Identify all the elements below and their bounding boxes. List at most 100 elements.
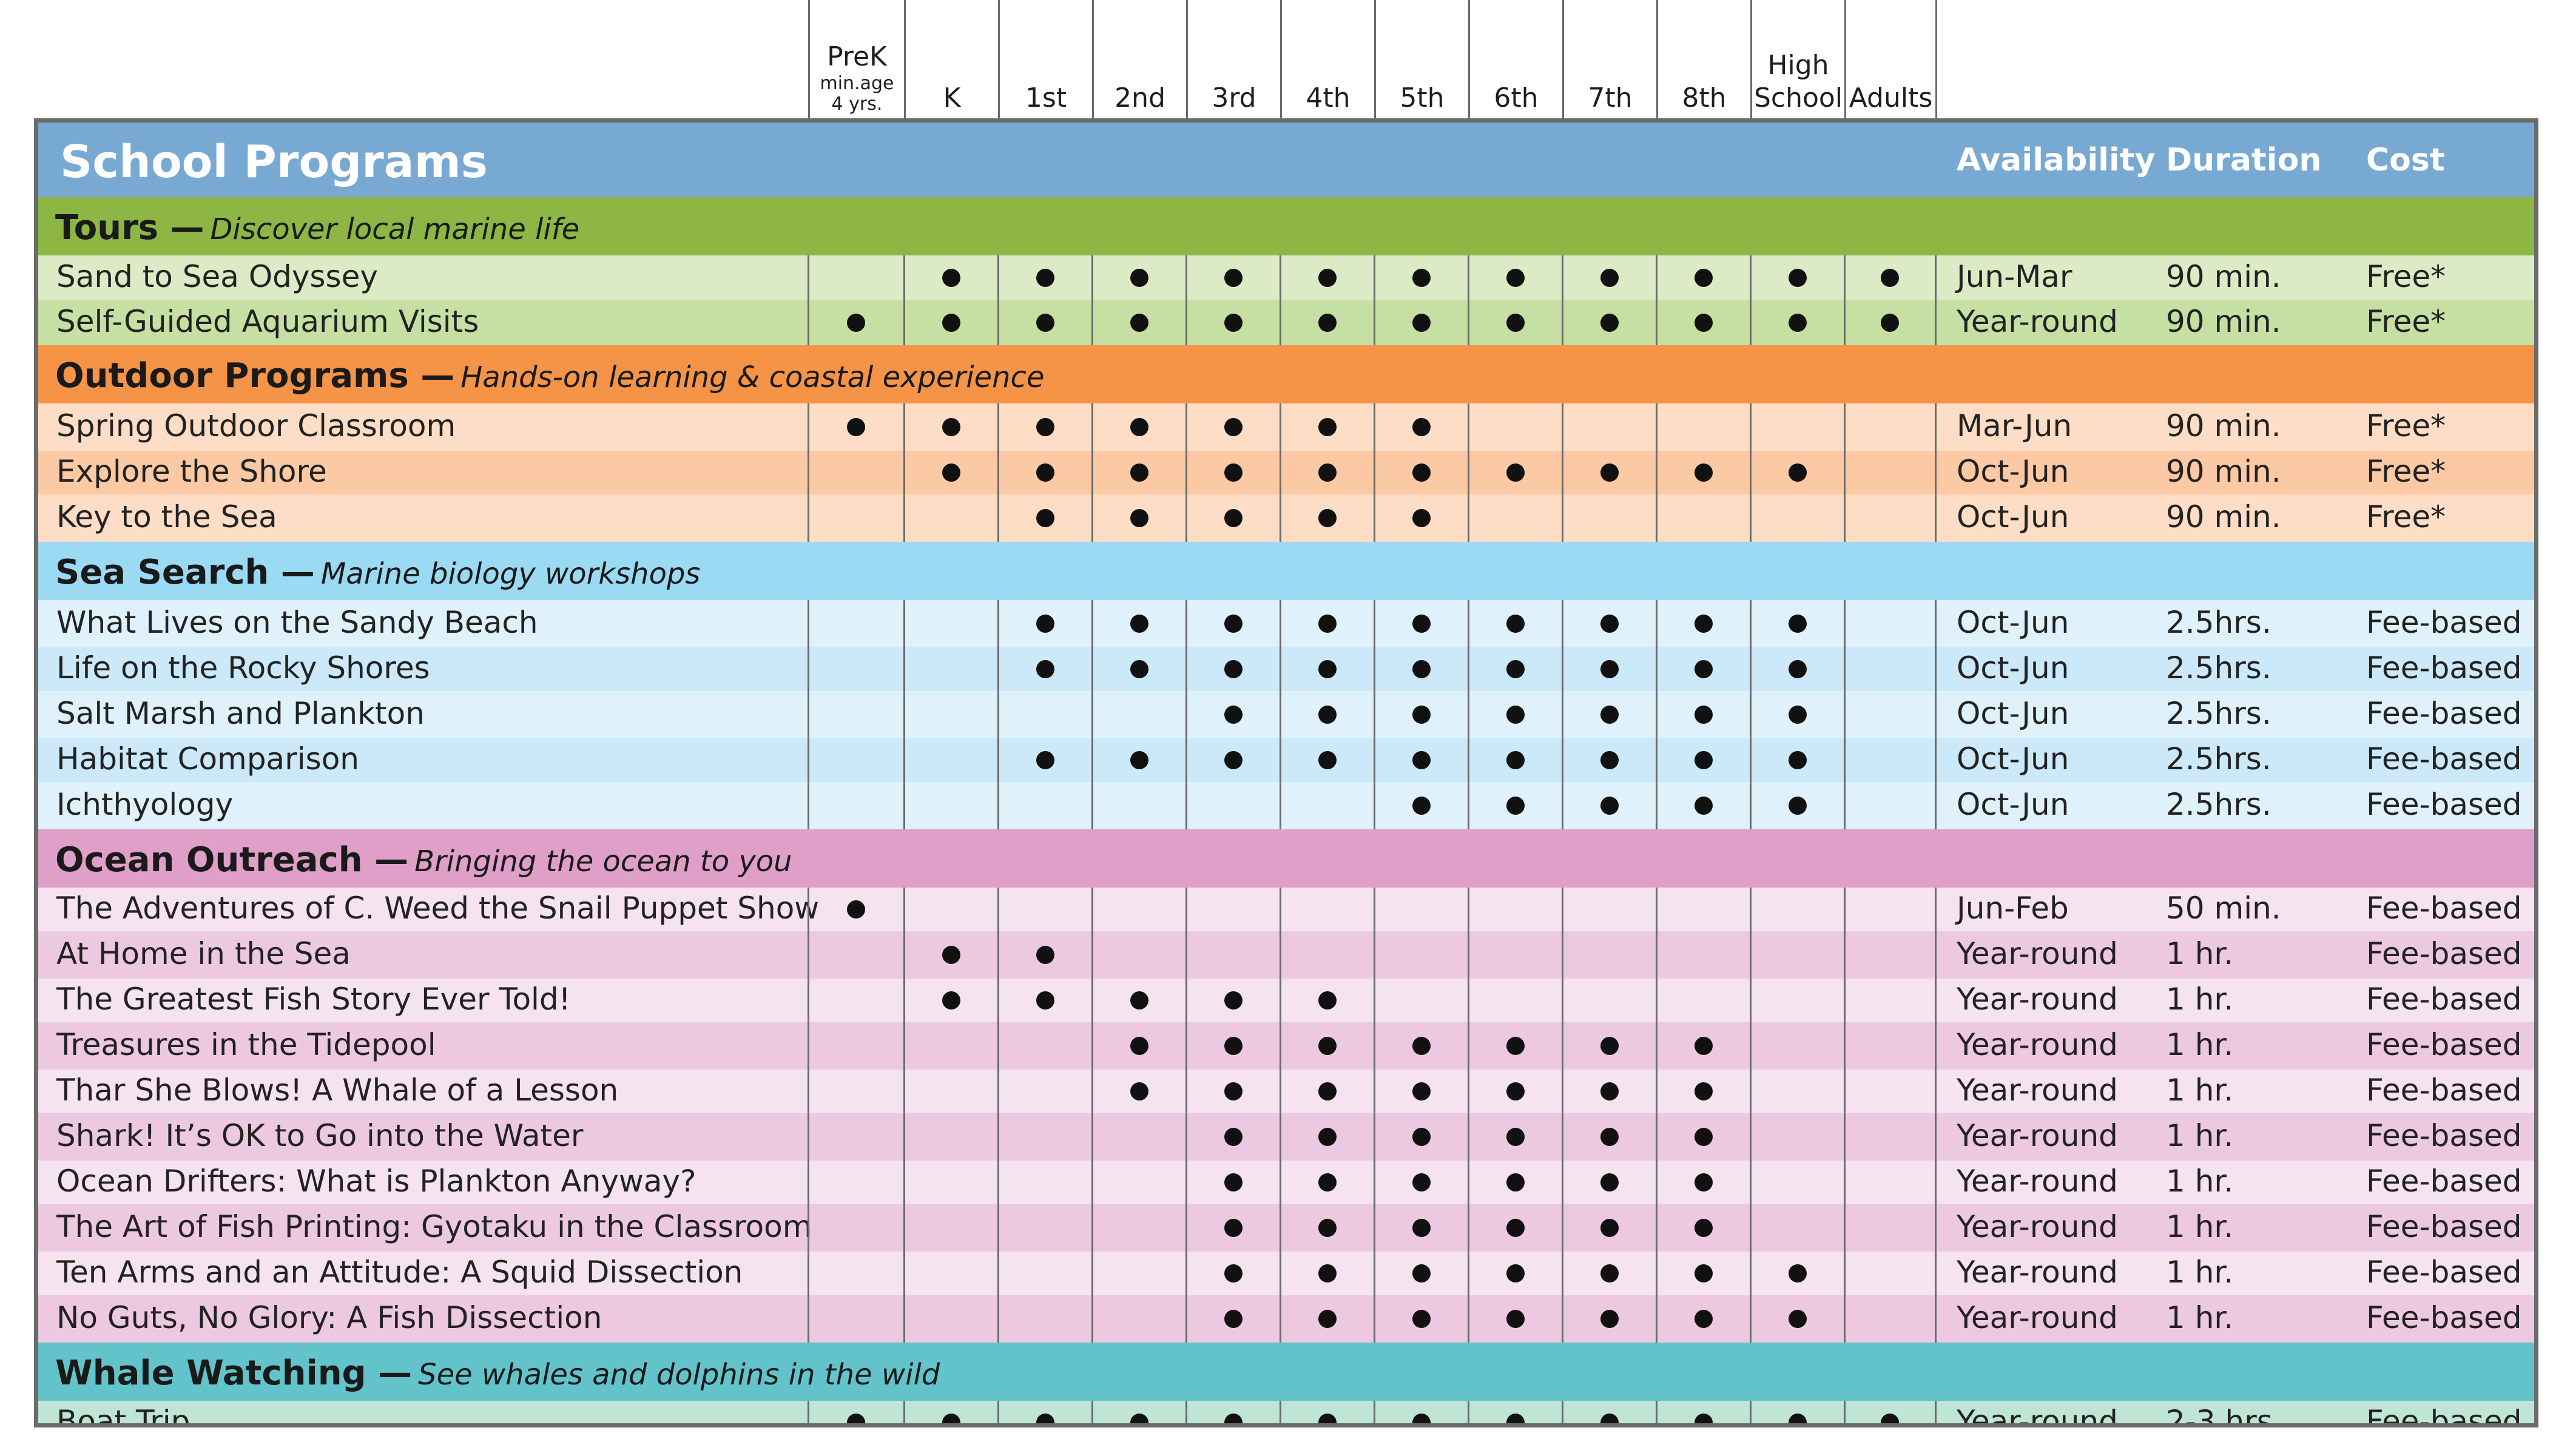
program-availability: Year-round <box>1957 1404 2118 1427</box>
grid-line <box>1656 255 1657 345</box>
program-row: Thar She Blows! A Whale of a Lesson Year-… <box>38 1070 2534 1113</box>
program-duration: 90 min. <box>2166 454 2281 489</box>
grid-line <box>1750 255 1752 345</box>
grade-label: 7th <box>1588 83 1633 113</box>
grade-dot <box>1224 418 1243 436</box>
cost-header: Cost <box>2366 142 2445 178</box>
program-availability: Jun-Feb <box>1957 891 2069 926</box>
program-cost: Fee-based <box>2366 1209 2522 1244</box>
grade-dot <box>1412 1219 1431 1237</box>
grade-dot <box>1600 660 1619 678</box>
section-subtitle: Discover local marine life <box>210 212 580 246</box>
program-duration: 90 min. <box>2166 259 2281 294</box>
program-name: Treasures in the Tidepool <box>56 1027 436 1062</box>
grade-dot <box>1224 660 1243 678</box>
grade-dot <box>1224 706 1243 724</box>
grade-dot <box>1224 1082 1243 1100</box>
availability-header: Availability <box>1957 142 2156 178</box>
program-name: The Adventures of C. Weed the Snail Pupp… <box>56 891 820 926</box>
grade-dot <box>1600 1264 1619 1282</box>
grade-dot <box>1036 660 1054 678</box>
grid-line <box>1468 888 1469 1343</box>
grade-label: 4th <box>1306 83 1351 113</box>
program-row: Ocean Drifters: What is Plankton Anyway?… <box>38 1161 2534 1204</box>
grade-column-header: PreK min.age 4 yrs. K 1st 2nd 3rd 4th 5th 6th 7th 8… <box>0 0 2573 121</box>
program-name: Habitat Comparison <box>56 741 359 777</box>
program-availability: Oct-Jun <box>1957 605 2069 640</box>
grade-dot <box>1224 1173 1243 1191</box>
grade-dot <box>1695 751 1713 769</box>
grade-dot <box>1130 314 1148 332</box>
grade-dot <box>1789 1264 1807 1282</box>
program-cost: Free* <box>2366 259 2446 294</box>
grade-dot <box>1600 797 1619 815</box>
grid-line <box>1844 403 1846 542</box>
grade-dot <box>942 314 960 332</box>
program-row: Salt Marsh and Plankton Oct-Jun 2.5hrs. Fee… <box>38 691 2534 738</box>
grade-dot <box>1318 991 1337 1009</box>
grade-dot <box>1600 1082 1619 1100</box>
grade-dot <box>1130 660 1148 678</box>
grade-dot <box>1036 463 1054 482</box>
grade-dot <box>1695 1128 1713 1146</box>
grade-dot <box>1695 1310 1713 1328</box>
program-cost: Fee-based <box>2366 787 2522 822</box>
grid-line <box>1656 403 1657 542</box>
program-availability: Year-round <box>1957 982 2118 1017</box>
program-duration: 1 hr. <box>2166 982 2234 1017</box>
program-row: Treasures in the Tidepool Year-round 1 hr.… <box>38 1022 2534 1070</box>
grid-line <box>808 255 809 345</box>
grade-col-header: 1st <box>998 0 1092 118</box>
program-name: What Lives on the Sandy Beach <box>56 605 538 640</box>
grid-line <box>1562 888 1563 1343</box>
grade-dot <box>1600 1414 1619 1423</box>
grid-line <box>1091 888 1093 1343</box>
program-name: At Home in the Sea <box>56 936 351 971</box>
grade-dot <box>1412 615 1431 633</box>
grade-dot <box>1506 660 1525 678</box>
program-availability: Year-round <box>1957 1164 2118 1199</box>
section-subtitle: Bringing the ocean to you <box>414 844 792 878</box>
program-row: What Lives on the Sandy Beach Oct-Jun 2.5h… <box>38 600 2534 647</box>
grid-line <box>1935 1401 1937 1423</box>
grade-dot <box>1600 615 1619 633</box>
program-name: Spring Outdoor Classroom <box>56 408 456 443</box>
grade-dot <box>1412 509 1431 527</box>
program-availability: Year-round <box>1957 1209 2118 1244</box>
grade-dot <box>1224 991 1243 1009</box>
grade-dot <box>1318 269 1337 287</box>
grid-line <box>1935 403 1937 542</box>
grade-dot <box>1318 1128 1337 1146</box>
grid-line <box>1374 255 1375 345</box>
grade-dot <box>1036 751 1054 769</box>
grade-dot <box>1224 1219 1243 1237</box>
grid-line <box>1374 403 1375 542</box>
grade-dot <box>1506 751 1525 769</box>
grade-dot <box>1412 269 1431 287</box>
program-cost: Fee-based <box>2366 1300 2522 1335</box>
grade-dot <box>1224 509 1243 527</box>
grade-col-header: 8th <box>1656 0 1750 118</box>
grade-dot <box>847 900 865 918</box>
grid-line <box>903 600 905 829</box>
grade-dot <box>1224 1310 1243 1328</box>
grade-dot <box>1789 314 1807 332</box>
program-name: Self-Guided Aquarium Visits <box>56 304 479 339</box>
grade-dot <box>1600 1219 1619 1237</box>
grade-dot <box>1036 509 1054 527</box>
grade-dot <box>942 269 960 287</box>
program-cost: Free* <box>2366 408 2446 443</box>
grade-dot <box>1881 1414 1899 1423</box>
program-duration: 2.5hrs. <box>2166 650 2271 686</box>
grade-dot <box>1412 1128 1431 1146</box>
grade-col-header: 4th <box>1280 0 1374 118</box>
grade-dot <box>1506 1219 1525 1237</box>
grade-dot <box>1506 1310 1525 1328</box>
grade-dot <box>1789 660 1807 678</box>
section-title: Tours — Discover local marine life <box>55 208 580 248</box>
grade-dot <box>1600 314 1619 332</box>
program-availability: Year-round <box>1957 304 2118 339</box>
grade-dot <box>1695 1414 1713 1423</box>
grade-dot <box>1600 463 1619 482</box>
grade-dot <box>1412 706 1431 724</box>
